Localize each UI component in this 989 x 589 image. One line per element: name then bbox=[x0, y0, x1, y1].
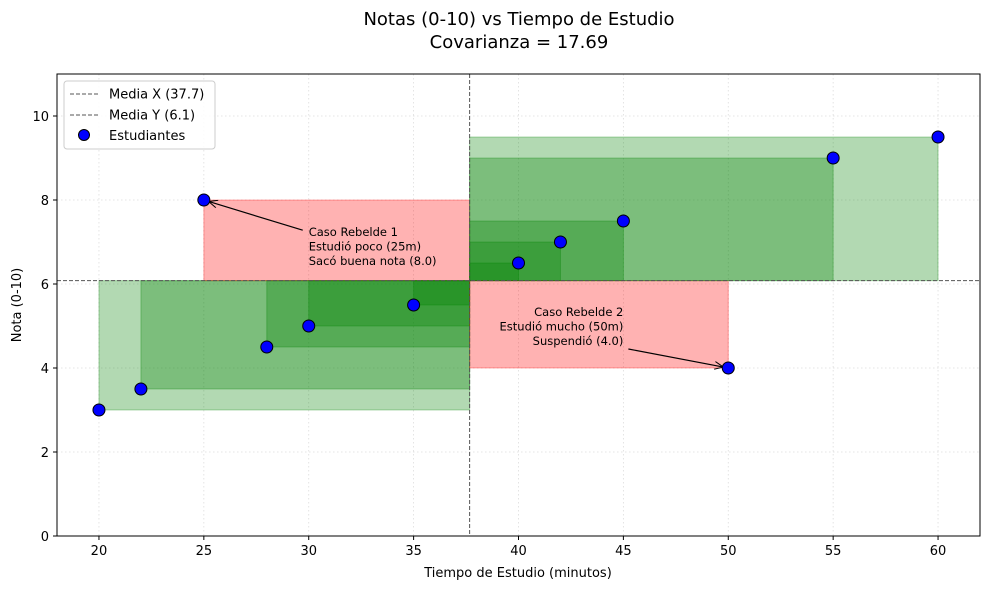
chart-title: Notas (0-10) vs Tiempo de Estudio bbox=[363, 9, 674, 30]
annotation-text: Estudió mucho (50m) bbox=[500, 320, 624, 334]
student-point bbox=[512, 256, 525, 270]
annotation-text: Caso Rebelde 2 bbox=[534, 305, 623, 319]
data-points bbox=[92, 130, 945, 417]
x-tick-label: 20 bbox=[91, 544, 108, 559]
y-tick-label: 10 bbox=[32, 110, 49, 125]
annotation-arrow bbox=[628, 348, 723, 367]
covariance-rectangles bbox=[98, 136, 939, 411]
positive-covariance-rect bbox=[308, 280, 471, 327]
legend-box bbox=[63, 80, 216, 150]
y-tick-label: 2 bbox=[41, 446, 49, 461]
x-ticks: 20 25 30 35 40 45 50 55 60 bbox=[91, 536, 947, 559]
student-point bbox=[260, 340, 274, 354]
student-point bbox=[721, 361, 735, 375]
legend: Media X (37.7) Media Y (6.1) Estudiantes bbox=[63, 80, 216, 150]
annotation-arrow bbox=[209, 201, 303, 231]
positive-covariance-rect bbox=[469, 262, 519, 282]
positive-covariance-rect bbox=[266, 280, 471, 348]
student-point bbox=[553, 235, 567, 249]
y-ticks: 0 2 4 6 8 10 bbox=[32, 110, 57, 545]
y-axis-label: Nota (0-10) bbox=[10, 268, 25, 343]
annotation-text: Estudió poco (25m) bbox=[309, 240, 421, 254]
student-point bbox=[302, 319, 316, 333]
student-point bbox=[92, 403, 106, 417]
student-point bbox=[826, 151, 840, 165]
positive-covariance-rect bbox=[469, 136, 939, 282]
y-tick-label: 8 bbox=[41, 194, 49, 209]
annotation-text: Suspendió (4.0) bbox=[533, 334, 624, 348]
x-tick-label: 30 bbox=[300, 544, 317, 559]
legend-students-marker bbox=[78, 129, 90, 141]
positive-covariance-rect bbox=[413, 280, 471, 306]
student-point bbox=[134, 382, 148, 396]
legend-students-label: Estudiantes bbox=[109, 129, 185, 144]
x-tick-label: 25 bbox=[196, 544, 213, 559]
mean-lines bbox=[57, 74, 980, 536]
negative-covariance-rect bbox=[469, 280, 729, 369]
student-point bbox=[931, 130, 945, 144]
x-tick-label: 45 bbox=[615, 544, 632, 559]
x-tick-label: 35 bbox=[405, 544, 422, 559]
y-tick-label: 6 bbox=[41, 278, 49, 293]
y-tick-label: 0 bbox=[41, 530, 49, 545]
x-axis-label: Tiempo de Estudio (minutos) bbox=[423, 566, 612, 581]
student-point bbox=[197, 193, 211, 207]
y-tick-label: 4 bbox=[41, 362, 49, 377]
positive-covariance-rect bbox=[469, 157, 834, 282]
annotation-text: Sacó buena nota (8.0) bbox=[309, 254, 437, 268]
legend-mean-y-label: Media Y (6.1) bbox=[109, 109, 195, 124]
positive-covariance-rect bbox=[469, 220, 624, 282]
student-point bbox=[407, 298, 421, 312]
x-tick-label: 60 bbox=[930, 544, 947, 559]
legend-mean-x-label: Media X (37.7) bbox=[109, 88, 204, 103]
x-tick-label: 50 bbox=[720, 544, 737, 559]
x-tick-label: 55 bbox=[825, 544, 842, 559]
chart-subtitle: Covarianza = 17.69 bbox=[430, 32, 609, 53]
student-point bbox=[616, 214, 630, 228]
x-tick-label: 40 bbox=[510, 544, 527, 559]
annotation-text: Caso Rebelde 1 bbox=[309, 225, 398, 239]
